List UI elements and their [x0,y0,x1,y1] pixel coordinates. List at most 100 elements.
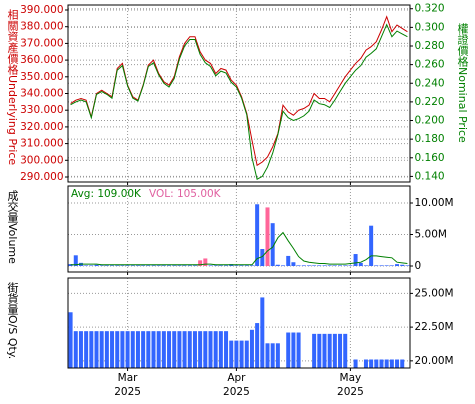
bar [135,331,140,368]
bar [291,262,296,267]
bar [125,331,130,368]
bar [224,331,229,368]
bar [229,340,234,368]
y-tick-label: 330.000 [20,104,63,116]
bar [84,331,89,368]
bar [239,265,244,267]
bar [275,264,280,267]
bar [167,331,172,368]
bar [99,331,104,368]
bar [260,249,265,267]
bar [146,331,151,368]
bar [208,265,213,267]
bar [94,331,99,368]
bar [291,332,296,368]
y-axis-label: 街貨量O/S Qty. [6,281,19,360]
y-tick-label: 0.160 [415,152,445,164]
bar [384,359,389,368]
y-tick-label: 20.00M [415,355,454,367]
bar [213,265,218,267]
bar [141,265,146,267]
plot-frame [67,4,411,183]
bar [343,333,348,368]
y-tick-label: 5.00M [415,229,447,241]
bar [400,264,405,267]
bar [68,264,73,267]
bar [78,331,83,368]
bar [73,331,78,368]
bar [130,265,135,267]
bar [110,265,115,267]
x-tick-label: May [340,372,362,384]
bar [327,265,332,267]
bar [389,359,394,368]
y2-axis-label: 權證價格Nominal Price [456,23,469,143]
bar [358,262,363,267]
bar [234,340,239,368]
bar [317,265,322,267]
bar [244,340,249,368]
y-tick-label: 310.000 [20,138,63,150]
bar [192,265,197,267]
bar [198,260,203,267]
y-tick-label: 350.000 [20,71,63,83]
bar [187,331,192,368]
bar [363,265,368,267]
y-tick-label: 0.180 [415,133,445,145]
bar [146,265,151,267]
bar [405,265,410,267]
bar [338,265,343,267]
bar [177,265,182,267]
bar [384,265,389,267]
bar [296,332,301,368]
bar [255,323,260,368]
x-tick-label: Mar [118,372,138,384]
bar [224,265,229,267]
bar [182,265,187,267]
bar [348,265,353,267]
bar [374,265,379,267]
bar [135,265,140,267]
bar [104,331,109,368]
bar [379,359,384,368]
y-tick-label: 0.220 [415,96,445,108]
bar [286,332,291,368]
bar [255,204,260,267]
bar [218,331,223,368]
bar [353,254,358,267]
y-tick-label: 0 [415,260,422,272]
y-tick-label: 370.000 [20,37,63,49]
bar [379,265,384,267]
y-tick-label: 290.000 [20,171,63,183]
bar [125,265,130,267]
plot-area [68,278,410,368]
bar [141,331,146,368]
bar [172,265,177,267]
bar [213,331,218,368]
bar [151,331,156,368]
bar [104,265,109,267]
bar [322,265,327,267]
bar [167,265,172,267]
y-tick-label: 360.000 [20,54,63,66]
bar [296,265,301,267]
plot-frame [67,277,411,369]
plot-frame [67,185,411,273]
bar [203,258,208,267]
bar [89,331,94,368]
y-axis-label: 相關資產價格Underlying Price [6,9,19,166]
y-tick-label: 340.000 [20,88,63,100]
bar [327,333,332,368]
bar [203,331,208,368]
bar [301,265,306,267]
bar [332,265,337,267]
y-tick-label: 0.200 [415,115,445,127]
bar [249,329,254,368]
bar [130,331,135,368]
bar [343,265,348,267]
bar [317,333,322,368]
bar [84,265,89,267]
bar [312,265,317,267]
bar [265,207,270,267]
bar [120,331,125,368]
